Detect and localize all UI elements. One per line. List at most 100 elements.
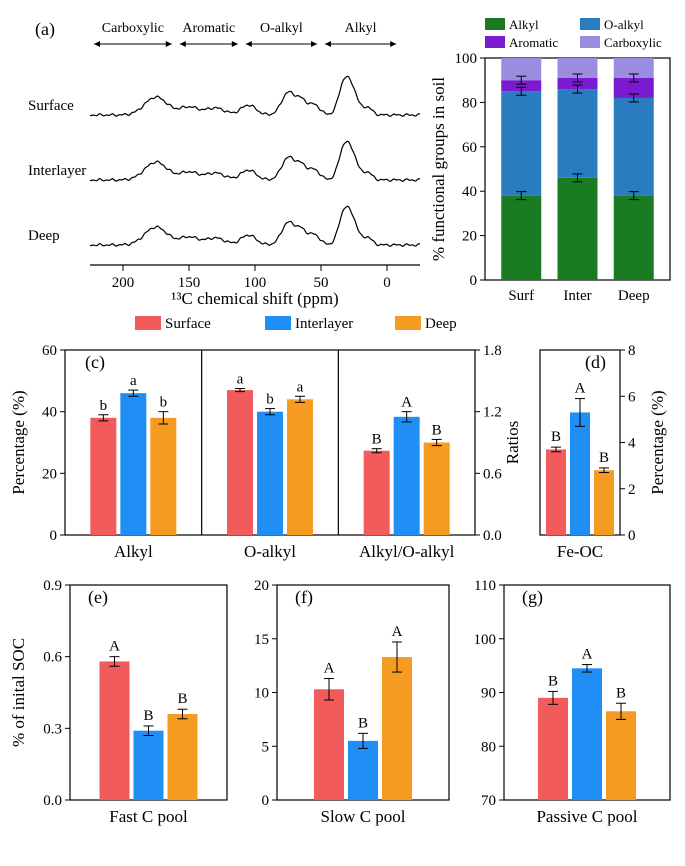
svg-text:(d): (d) — [585, 352, 606, 373]
svg-text:5: 5 — [262, 739, 270, 755]
svg-text:0: 0 — [470, 273, 478, 289]
svg-text:15: 15 — [254, 632, 269, 648]
svg-text:B: B — [432, 422, 442, 438]
svg-text:0: 0 — [628, 528, 636, 544]
svg-text:a: a — [130, 373, 137, 389]
svg-text:100: 100 — [455, 51, 478, 67]
svg-text:Surface: Surface — [165, 316, 211, 332]
svg-text:Percentage (%): Percentage (%) — [648, 390, 667, 494]
svg-text:Aromatic: Aromatic — [509, 35, 558, 50]
svg-text:Alkyl: Alkyl — [114, 542, 153, 561]
svg-text:Interlayer: Interlayer — [28, 163, 86, 179]
svg-text:80: 80 — [481, 739, 496, 755]
svg-text:b: b — [160, 395, 168, 411]
svg-text:(c): (c) — [85, 352, 105, 373]
svg-text:0.0: 0.0 — [43, 793, 62, 809]
svg-text:Deep: Deep — [425, 316, 457, 332]
svg-text:1.2: 1.2 — [483, 405, 502, 421]
panel-g-passive: 70 80 90 100 110 B A B Passive C pool (g) — [454, 570, 675, 835]
svg-text:2: 2 — [628, 482, 636, 498]
svg-text:8: 8 — [628, 343, 636, 359]
svg-text:Slow C pool: Slow C pool — [320, 807, 405, 826]
svg-text:0.6: 0.6 — [483, 466, 502, 482]
svg-text:O-alkyl: O-alkyl — [260, 21, 303, 36]
svg-text:0: 0 — [383, 275, 391, 291]
svg-text:100: 100 — [474, 632, 497, 648]
svg-text:Interlayer: Interlayer — [295, 316, 353, 332]
svg-text:80: 80 — [462, 95, 477, 111]
svg-text:20: 20 — [462, 229, 477, 245]
svg-text:B: B — [177, 691, 187, 707]
svg-text:0: 0 — [50, 528, 58, 544]
svg-text:O-alkyl: O-alkyl — [244, 542, 296, 561]
svg-text:200: 200 — [112, 275, 135, 291]
svg-text:B: B — [551, 429, 561, 445]
svg-text:Surf: Surf — [508, 288, 534, 304]
svg-text:Aromatic: Aromatic — [182, 21, 235, 36]
svg-text:0.9: 0.9 — [43, 578, 62, 594]
svg-text:b: b — [266, 392, 274, 408]
svg-text:20: 20 — [254, 578, 269, 594]
svg-text:1.8: 1.8 — [483, 343, 502, 359]
svg-text:B: B — [358, 715, 368, 731]
svg-text:A: A — [392, 624, 403, 640]
svg-text:A: A — [575, 381, 586, 397]
svg-text:b: b — [100, 398, 108, 414]
svg-text:B: B — [548, 673, 558, 689]
panel-b-stacked: AlkylO-alkylAromaticCarboxylic(b)0204060… — [430, 10, 675, 310]
panel-c-bars: Surface Interlayer Deep (c) 0 20 40 60 Percentag… — [10, 310, 530, 570]
svg-text:40: 40 — [462, 184, 477, 200]
panel-e-fast: 0.0 0.3 0.6 0.9 % of inital SOC A B B Fast C poo… — [10, 570, 232, 835]
svg-text:110: 110 — [474, 578, 496, 594]
svg-text:B: B — [616, 685, 626, 701]
svg-text:(g): (g) — [522, 587, 543, 608]
svg-text:6: 6 — [628, 389, 636, 405]
svg-text:B: B — [599, 450, 609, 466]
svg-text:Deep: Deep — [618, 288, 650, 304]
svg-text:¹³C chemical shift (ppm): ¹³C chemical shift (ppm) — [171, 289, 338, 308]
svg-text:Inter: Inter — [563, 288, 591, 304]
svg-text:0.3: 0.3 — [43, 721, 62, 737]
svg-text:40: 40 — [42, 405, 57, 421]
svg-text:0.6: 0.6 — [43, 650, 62, 666]
svg-text:Alkyl: Alkyl — [509, 17, 539, 32]
svg-text:Passive C pool: Passive C pool — [536, 807, 637, 826]
svg-text:B: B — [143, 708, 153, 724]
svg-text:70: 70 — [481, 793, 496, 809]
svg-text:Ratios: Ratios — [503, 421, 522, 464]
svg-text:Alkyl/O-alkyl: Alkyl/O-alkyl — [359, 542, 455, 561]
svg-text:60: 60 — [42, 343, 57, 359]
svg-text:(e): (e) — [88, 587, 108, 608]
figure: (a)CarboxylicAromaticO-alkylAlkylSurface… — [10, 10, 675, 835]
svg-text:Percentage (%): Percentage (%) — [10, 390, 28, 494]
svg-text:Fast C pool: Fast C pool — [109, 807, 188, 826]
svg-text:0.0: 0.0 — [483, 528, 502, 544]
svg-text:A: A — [109, 639, 120, 655]
svg-text:20: 20 — [42, 466, 57, 482]
svg-text:% functional groups in soil: % functional groups in soil — [430, 77, 448, 261]
svg-text:A: A — [582, 647, 593, 663]
svg-text:90: 90 — [481, 686, 496, 702]
svg-text:a: a — [297, 379, 304, 395]
svg-text:Fe-OC: Fe-OC — [557, 542, 603, 561]
svg-text:(f): (f) — [295, 587, 313, 608]
svg-text:10: 10 — [254, 686, 269, 702]
svg-text:B: B — [372, 432, 382, 448]
svg-text:A: A — [401, 395, 412, 411]
svg-text:O-alkyl: O-alkyl — [604, 17, 644, 32]
svg-text:% of inital SOC: % of inital SOC — [10, 638, 28, 747]
svg-text:Surface: Surface — [28, 98, 74, 114]
svg-text:(a): (a) — [35, 19, 55, 40]
panel-d-feoc: 0 2 4 6 8 Percentage (%) B A B Fe-OC (d) — [530, 310, 675, 570]
svg-text:Carboxylic: Carboxylic — [604, 35, 662, 50]
svg-text:A: A — [324, 661, 335, 677]
svg-text:Alkyl: Alkyl — [345, 21, 377, 36]
svg-text:Carboxylic: Carboxylic — [102, 21, 164, 36]
panel-a-spectra: (a) Carboxylic Aromatic O-alkyl Alkyl Surface… — [10, 10, 430, 310]
svg-text:0: 0 — [262, 793, 270, 809]
svg-text:4: 4 — [628, 436, 636, 452]
panel-f-slow: 0 5 10 15 20 A B A Slow C pool (f) — [232, 570, 454, 835]
svg-text:60: 60 — [462, 140, 477, 156]
svg-text:Deep: Deep — [28, 228, 60, 244]
svg-text:a: a — [237, 372, 244, 388]
